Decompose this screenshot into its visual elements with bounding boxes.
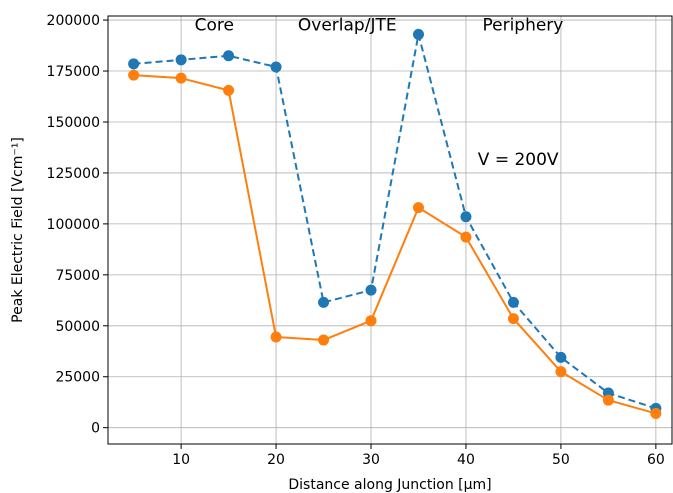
y-axis-title: Peak Electric Field [Vcm⁻¹] (10, 137, 26, 323)
annotation-3: Periphery (482, 15, 563, 35)
plot-frame (107, 15, 673, 445)
series-1-point (175, 54, 187, 66)
tick-layer: 10 20 30 40 50 60 0 25000 50000 75000 100000 125000… (47, 13, 665, 468)
series-1-line (133, 33, 657, 410)
series-2-point (507, 313, 519, 325)
series-2-point (555, 366, 567, 378)
x-tick-label: 40 (457, 452, 475, 468)
annotation-1: Core (195, 15, 234, 35)
series-2-point (602, 394, 614, 406)
series-2-point (650, 407, 662, 419)
series-2 (128, 69, 662, 419)
y-tick-label: 125000 (47, 166, 100, 182)
y-tick-label: 75000 (55, 268, 100, 284)
series-2-point (223, 84, 235, 96)
x-tick-label: 30 (362, 452, 380, 468)
x-tick-label: 20 (267, 452, 285, 468)
series-1-point (223, 50, 235, 62)
series-1-point (318, 296, 330, 308)
series-2-point (365, 315, 377, 327)
series-2-point (460, 231, 472, 243)
y-tick-label: 100000 (47, 217, 100, 233)
series-2-point (412, 202, 424, 214)
series-1-point (507, 296, 519, 308)
series-layer (128, 28, 662, 419)
x-tick-label: 50 (552, 452, 570, 468)
annotation-2: Overlap/JTE (298, 15, 397, 35)
series-1-point (365, 284, 377, 296)
annotation-4: V = 200V (478, 150, 559, 170)
y-tick-label: 0 (91, 421, 100, 437)
series-1-point (128, 58, 140, 70)
annotation-layer: Core Overlap/JTE Periphery V = 200V (195, 15, 564, 170)
x-tick-label: 10 (172, 452, 190, 468)
series-1-point (555, 351, 567, 363)
x-tick-label: 60 (647, 452, 665, 468)
series-1-point (270, 61, 282, 73)
y-tick-label: 175000 (47, 64, 100, 80)
series-2-point (270, 331, 282, 343)
series-2-line (133, 74, 657, 415)
x-axis-title: Distance along Junction [μm] (288, 477, 491, 493)
y-tick-label: 200000 (47, 13, 100, 29)
y-tick-label: 150000 (47, 115, 100, 131)
series-2-point (318, 334, 330, 346)
series-1-point (460, 211, 472, 223)
y-tick-label: 50000 (55, 319, 100, 335)
series-1 (128, 28, 662, 414)
series-2-point (175, 72, 187, 84)
series-1-point (412, 28, 424, 40)
series-2-point (128, 69, 140, 81)
grid-layer (108, 16, 672, 444)
y-tick-label: 25000 (55, 370, 100, 386)
